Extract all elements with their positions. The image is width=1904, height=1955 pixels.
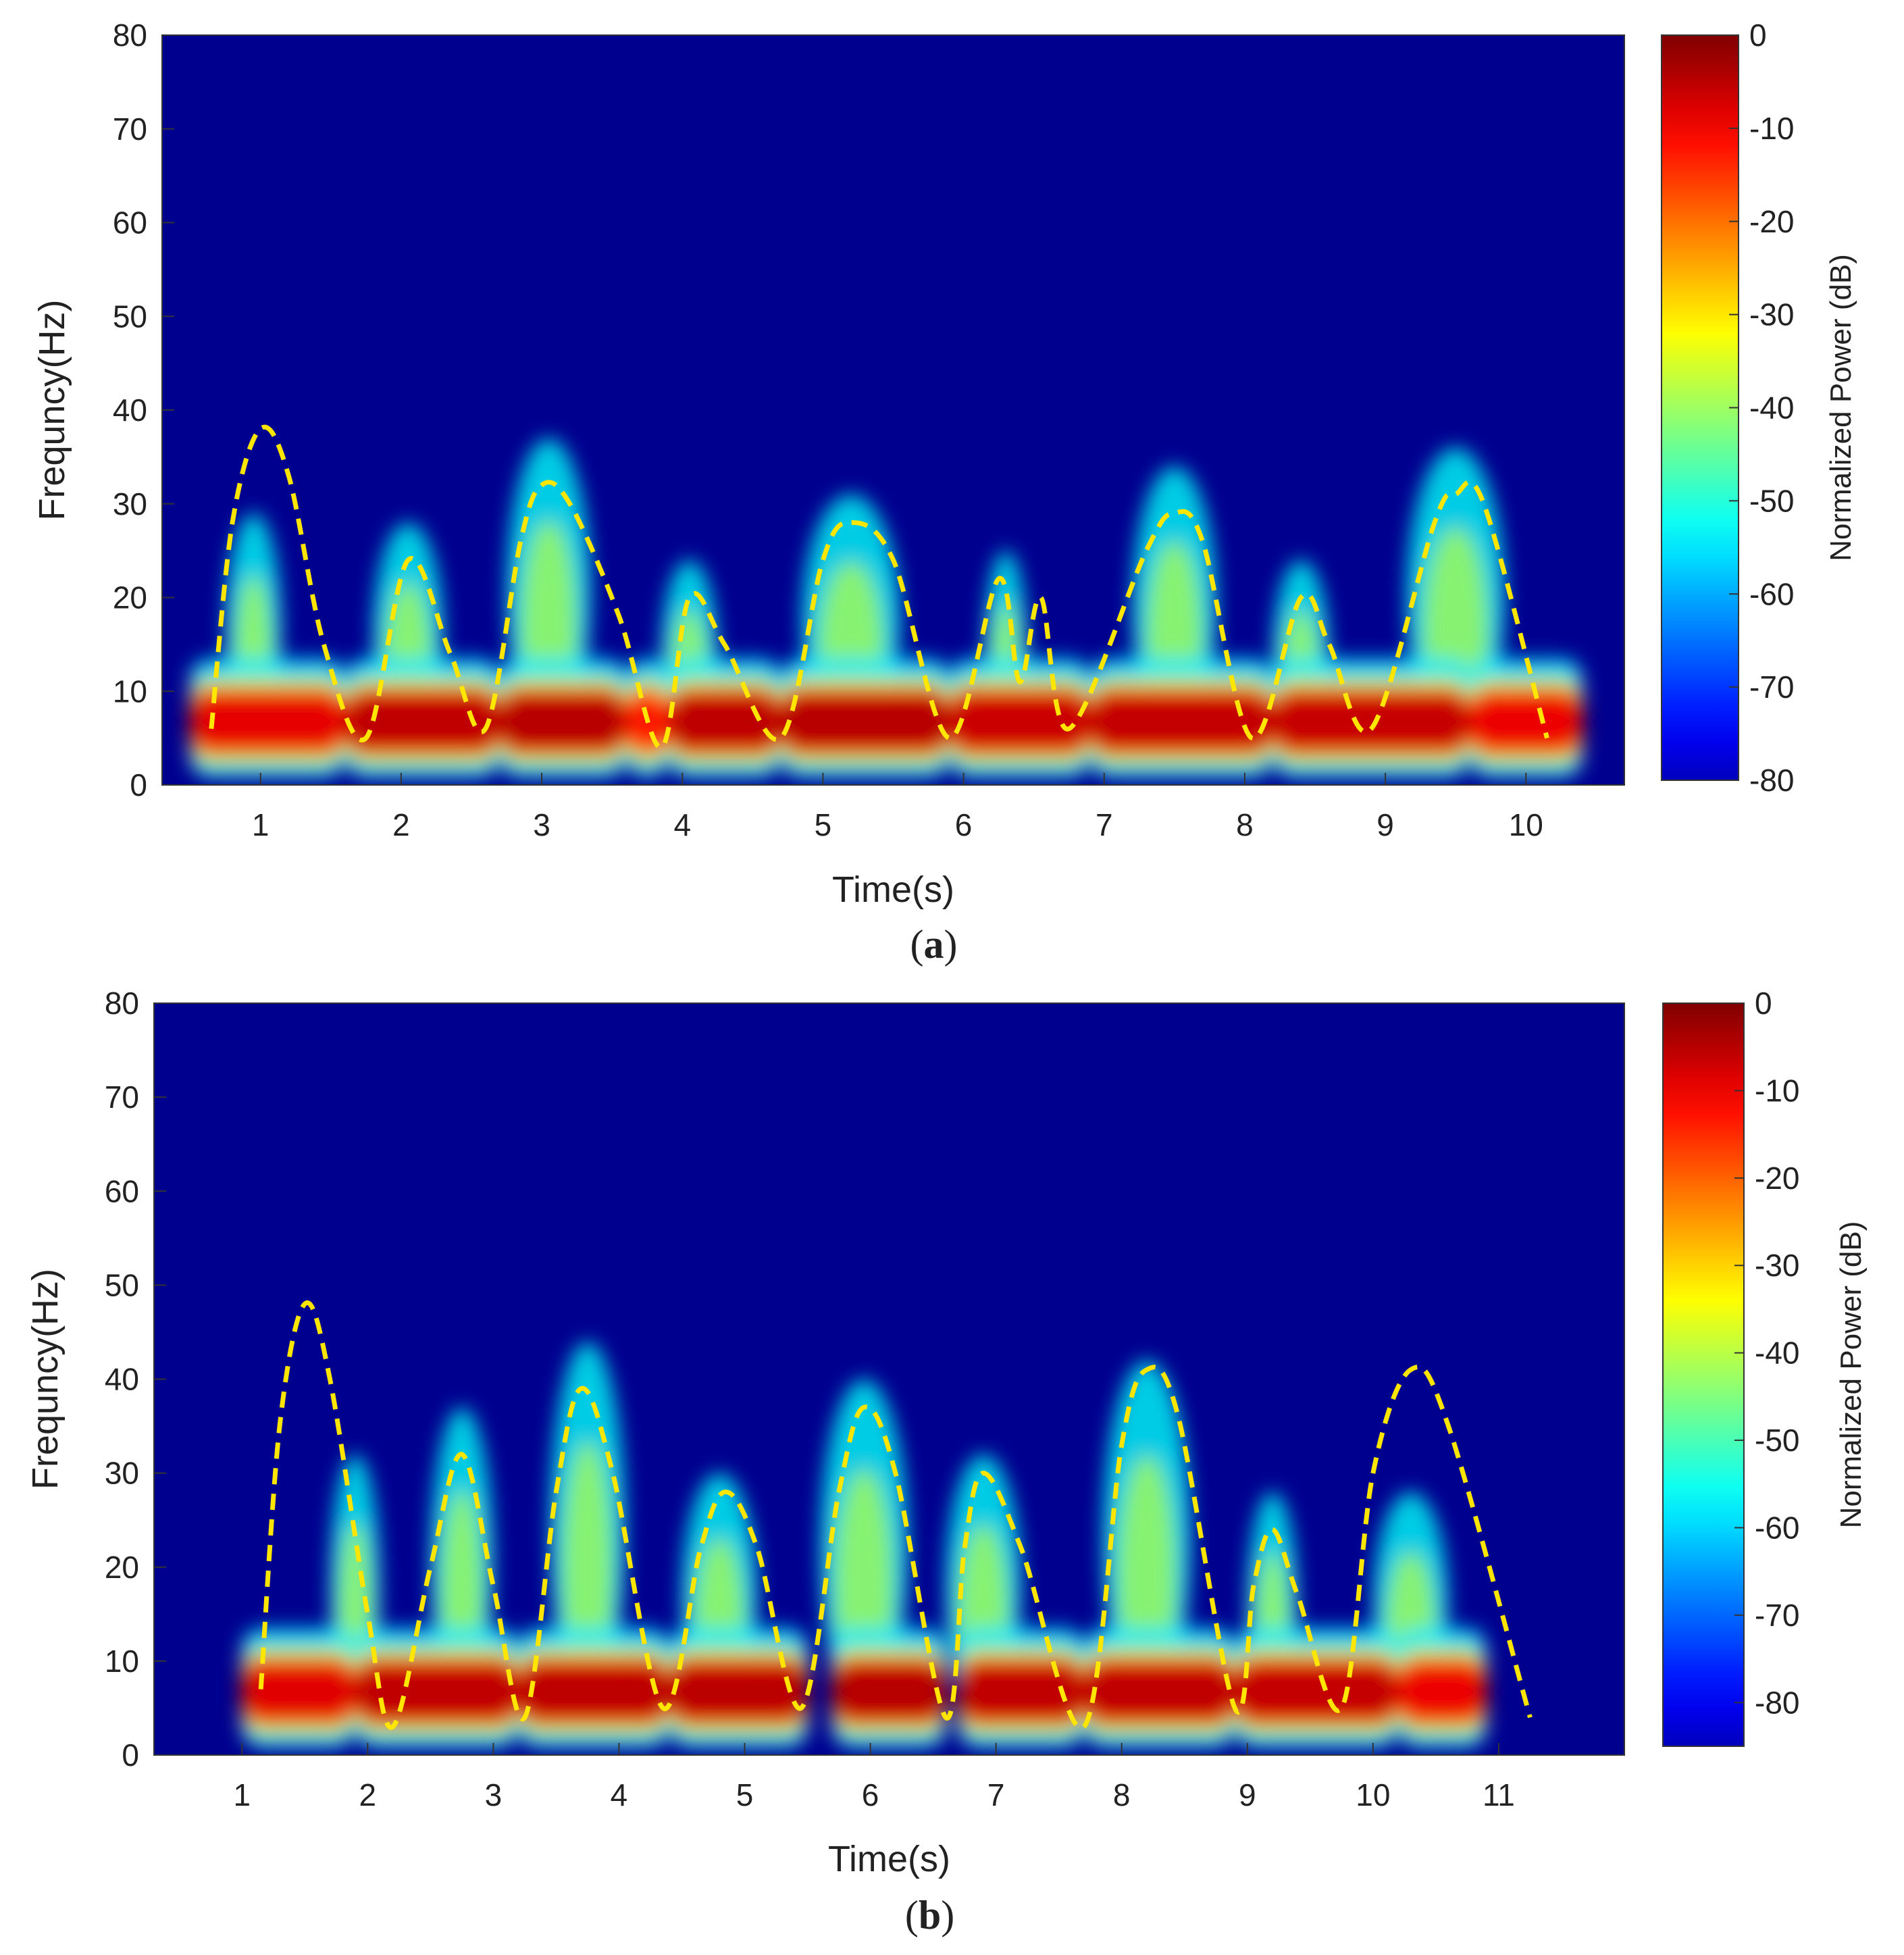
x-tick-label: 3 (485, 1777, 503, 1812)
colorbar-tick-label: -30 (1749, 297, 1794, 332)
colorbar-tick-label: -10 (1755, 1073, 1799, 1108)
panel-a: 1 2 3 4 5 6 7 8 9 10 0 10 20 30 40 50 60 70 80 Time(s) Frequ… (32, 18, 1857, 967)
x-tick-label: 4 (673, 807, 691, 842)
x-tick-label: 7 (1096, 807, 1113, 842)
colorbar-tick-label: -50 (1749, 483, 1794, 518)
colorbar (1661, 34, 1739, 781)
x-tick-label: 2 (359, 1777, 377, 1812)
heat-band-4-4 (669, 1665, 808, 1718)
heat-band-1-4 (242, 1665, 355, 1718)
panel-label: (a) (910, 922, 958, 967)
colorbar-tick-label: -80 (1749, 763, 1794, 798)
envelope-line (209, 424, 1549, 750)
x-tick-label: 2 (392, 807, 410, 842)
y-tick-label: 0 (122, 1737, 139, 1773)
heatmap-layer (190, 438, 1583, 778)
y-tick-label: 20 (113, 580, 147, 615)
y-axis-title: Frequncy(Hz) (25, 1269, 66, 1490)
y-tick-label: 80 (105, 986, 139, 1021)
x-tick-label: 4 (611, 1777, 628, 1812)
y-tick-label: 70 (105, 1080, 139, 1115)
x-tick-label: 1 (233, 1777, 251, 1812)
y-tick-label: 20 (105, 1550, 139, 1585)
heat-band-5-4 (832, 1665, 946, 1718)
x-axis-title: Time(s) (828, 1839, 950, 1879)
heat-band-7-4 (1083, 1665, 1235, 1718)
y-tick-label: 80 (113, 18, 147, 53)
colorbar-tick-label: -70 (1749, 669, 1794, 705)
y-tick-label: 10 (105, 1644, 139, 1679)
colorbar-tick-label: -60 (1749, 576, 1794, 611)
colorbar-tick-label: 0 (1749, 18, 1767, 53)
heat-band-8-4 (1235, 1665, 1399, 1718)
colorbar-tick-label: -10 (1749, 111, 1794, 146)
heat-band-10-4 (1470, 696, 1583, 748)
colorbar-tick-label: -70 (1755, 1598, 1799, 1633)
colorbar-tick-label: 0 (1755, 986, 1772, 1021)
y-tick-label: 60 (113, 205, 147, 240)
heat-band-3-4 (499, 696, 626, 748)
y-tick-label: 10 (113, 674, 147, 709)
heat-band-8-4 (1089, 696, 1273, 748)
colorbar-tick-label: -30 (1755, 1248, 1799, 1283)
y-tick-label: 30 (113, 486, 147, 522)
colorbar-tick-label: -40 (1749, 390, 1794, 426)
x-tick-label: 3 (533, 807, 550, 842)
panel-b: 1 2 3 4 5 6 7 8 9 10 11 0 10 20 30 40 50 60 70 80 Time(s) Fre… (25, 986, 1868, 1937)
colorbar-tick-label: -50 (1755, 1423, 1799, 1458)
colorbar-title: Normalized Power (dB) (1824, 254, 1857, 561)
envelope-line (258, 1300, 1533, 1731)
colorbar-tick-label: -60 (1755, 1510, 1799, 1545)
y-tick-label: 70 (113, 111, 147, 147)
y-tick-label: 30 (105, 1456, 139, 1491)
x-tick-label: 8 (1236, 807, 1254, 842)
heatmap-layer (242, 1341, 1487, 1748)
y-tick-label: 40 (113, 392, 147, 428)
x-axis-title: Time(s) (832, 869, 954, 910)
colorbar-tick-label: -20 (1749, 204, 1794, 239)
x-tick-label: 9 (1239, 1777, 1256, 1812)
y-tick-label: 0 (130, 767, 147, 803)
x-tick-label: 7 (987, 1777, 1005, 1812)
x-tick-label: 6 (955, 807, 973, 842)
heat-band-6-4 (958, 1665, 1084, 1718)
heat-band-6-4 (780, 696, 950, 748)
x-tick-label: 5 (736, 1777, 754, 1812)
panel-label: (b) (905, 1893, 954, 1937)
heat-band-9-4 (1398, 1665, 1487, 1718)
heat-band-1-4 (190, 696, 345, 748)
heat-band-9-4 (1272, 696, 1470, 748)
x-tick-label: 5 (815, 807, 832, 842)
colorbar-tick-label: -20 (1755, 1161, 1799, 1196)
y-tick-label: 60 (105, 1173, 139, 1209)
heat-band-2-4 (355, 1665, 519, 1718)
heat-band-2-4 (344, 696, 500, 748)
x-tick-label: 10 (1356, 1777, 1390, 1812)
x-tick-label: 9 (1376, 807, 1394, 842)
colorbar-tick-label: -80 (1755, 1685, 1799, 1720)
x-tick-label: 1 (252, 807, 269, 842)
colorbar-tick-label: -40 (1755, 1336, 1799, 1371)
y-axis-title: Frequncy(Hz) (32, 299, 72, 520)
y-tick-label: 50 (105, 1267, 139, 1302)
colorbar-title: Normalized Power (dB) (1834, 1221, 1868, 1529)
x-tick-label: 11 (1483, 1777, 1515, 1812)
x-tick-label: 10 (1509, 807, 1543, 842)
y-tick-label: 40 (105, 1362, 139, 1397)
heat-band-3-4 (518, 1665, 669, 1718)
colorbar (1662, 1002, 1745, 1747)
heat-band-5-4 (668, 696, 781, 748)
x-tick-label: 6 (862, 1777, 879, 1812)
y-tick-label: 50 (113, 299, 147, 334)
x-tick-label: 8 (1113, 1777, 1131, 1812)
heat-band-7-4 (949, 696, 1090, 748)
